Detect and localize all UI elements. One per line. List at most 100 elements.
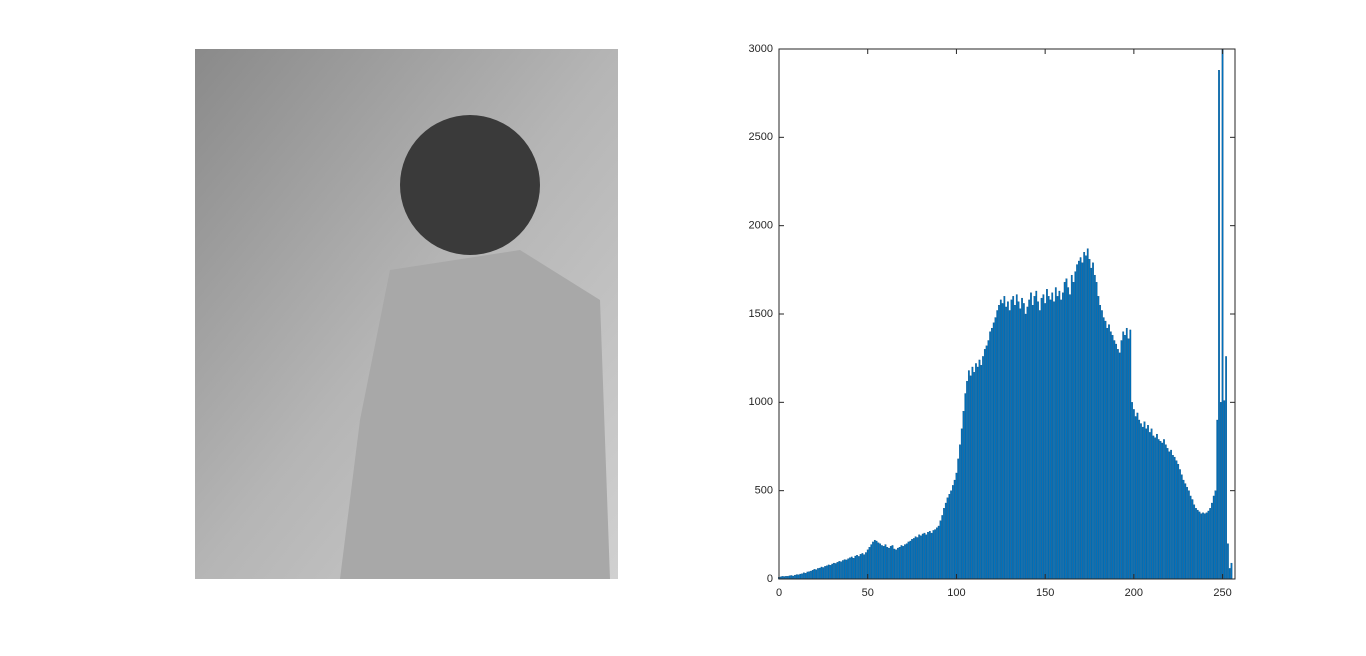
bar <box>934 529 936 580</box>
bar <box>978 359 981 580</box>
bar <box>1203 513 1206 580</box>
bar <box>907 541 910 580</box>
bar <box>1070 274 1073 580</box>
bar <box>1207 510 1210 580</box>
bar <box>1047 296 1050 580</box>
x-tick-label: 150 <box>1036 587 1054 599</box>
bar <box>1200 513 1203 580</box>
bar <box>794 574 796 580</box>
bar <box>1173 456 1176 580</box>
bar <box>998 305 1000 580</box>
bar <box>969 375 972 580</box>
bar <box>1191 499 1194 580</box>
bar <box>1042 294 1045 580</box>
bar <box>813 569 816 580</box>
bar <box>877 542 880 580</box>
image-subject <box>400 115 540 255</box>
bar <box>1223 400 1226 580</box>
bar <box>795 574 798 580</box>
bar <box>897 547 899 580</box>
bar <box>857 556 860 580</box>
bar <box>1221 48 1224 580</box>
bar <box>1205 512 1208 580</box>
bar <box>1182 479 1185 580</box>
bar <box>1211 502 1213 580</box>
bar <box>1154 437 1157 580</box>
y-tick-label: 1000 <box>749 396 773 408</box>
bar <box>1179 469 1181 580</box>
bar <box>952 485 954 580</box>
bar <box>992 322 995 580</box>
bar <box>1145 428 1148 580</box>
bar <box>895 549 897 580</box>
bar <box>811 570 814 580</box>
x-tick-label: 0 <box>776 587 782 599</box>
bar <box>834 563 837 580</box>
bar <box>1040 297 1043 580</box>
bar <box>1101 310 1103 580</box>
bar <box>904 544 906 580</box>
bar <box>1202 512 1204 580</box>
bar <box>1111 335 1114 580</box>
bar <box>927 532 929 580</box>
bar <box>1028 299 1031 580</box>
bar <box>1074 271 1077 580</box>
bar <box>1175 460 1178 580</box>
bar <box>989 331 992 580</box>
bar <box>1001 303 1004 580</box>
bar <box>815 569 818 580</box>
x-tick-label: 50 <box>862 587 874 599</box>
bar <box>1079 257 1082 580</box>
bar <box>1038 310 1041 580</box>
bar <box>1143 421 1146 580</box>
bar <box>1150 428 1153 580</box>
bar <box>898 547 901 580</box>
bar <box>1125 327 1128 580</box>
bar <box>937 525 940 580</box>
bar <box>930 532 933 580</box>
bar <box>1214 490 1217 580</box>
bar <box>1168 451 1171 580</box>
bar <box>1117 349 1119 580</box>
bar <box>1005 306 1007 580</box>
bar <box>820 566 823 580</box>
bar <box>1148 432 1151 580</box>
bar <box>1010 299 1013 580</box>
bar <box>1095 282 1098 580</box>
bar <box>1014 305 1016 580</box>
bar <box>1090 267 1093 580</box>
bar <box>1212 495 1215 580</box>
bar <box>1072 282 1075 580</box>
bar <box>1227 543 1229 580</box>
bar <box>1086 248 1089 580</box>
bar <box>827 564 830 580</box>
bar <box>875 540 878 580</box>
bar <box>955 472 958 580</box>
bar <box>1015 294 1018 580</box>
bar <box>967 370 970 580</box>
bar <box>808 571 811 580</box>
bar <box>971 366 974 580</box>
bar <box>870 544 873 580</box>
bar <box>1124 335 1126 580</box>
bar <box>985 345 988 580</box>
bar <box>838 561 841 580</box>
bar <box>1140 423 1142 580</box>
bar <box>856 555 858 580</box>
bar <box>1159 441 1162 580</box>
bar <box>1054 287 1057 580</box>
bar <box>799 573 802 580</box>
bar <box>879 543 881 580</box>
bar <box>1102 317 1105 580</box>
bar <box>920 535 922 580</box>
bar <box>1180 474 1183 580</box>
bar <box>893 548 896 580</box>
bar <box>797 574 800 580</box>
bar <box>946 497 949 580</box>
bar <box>964 393 967 580</box>
bar <box>1026 306 1029 580</box>
bar <box>845 559 848 580</box>
bar <box>1008 310 1011 580</box>
bar <box>973 372 976 580</box>
